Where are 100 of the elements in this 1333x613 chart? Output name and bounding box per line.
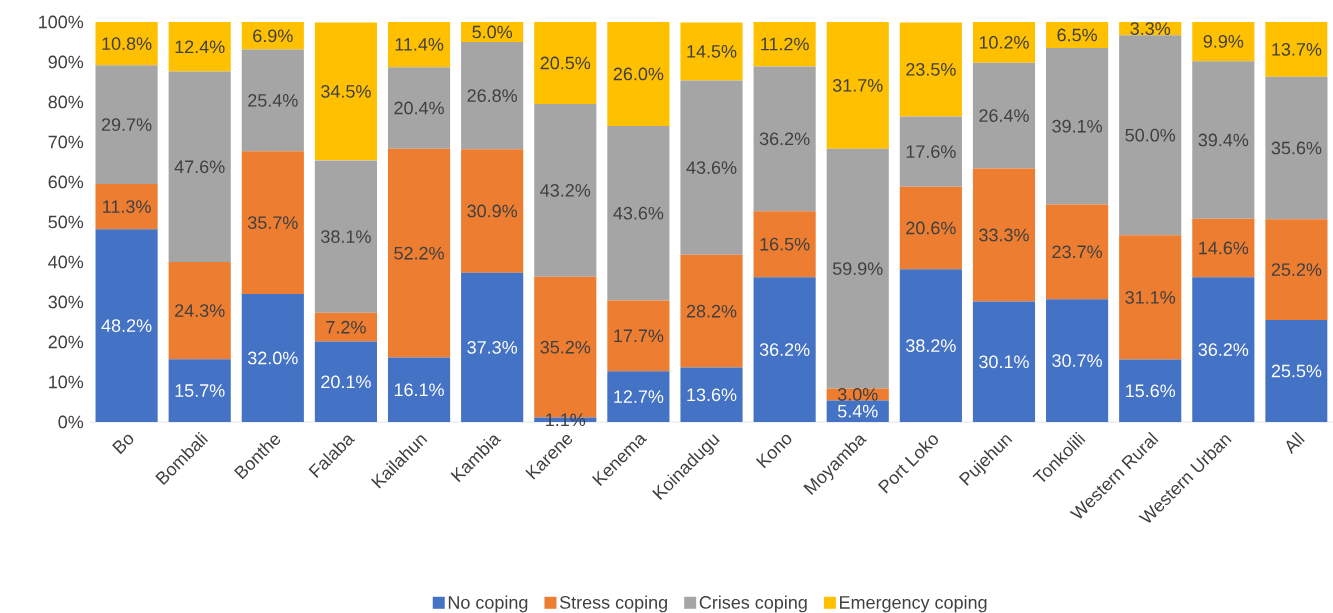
bar: [1265, 219, 1328, 320]
bar: [607, 125, 670, 301]
data-label: 25.2%: [1271, 263, 1322, 276]
data-label: 11.4%: [395, 38, 444, 51]
bar: [314, 312, 377, 342]
bar: [461, 41, 524, 150]
data-label: 48.2%: [101, 319, 152, 332]
bar: [314, 22, 377, 161]
data-label: 31.1%: [1125, 291, 1176, 304]
bar: [1265, 76, 1328, 220]
bar: [168, 71, 231, 262]
bar: [387, 357, 451, 422]
bar: [1192, 21, 1255, 62]
bar: [899, 186, 962, 270]
data-label: 26.8%: [467, 89, 518, 102]
bar: [1265, 21, 1328, 77]
y-tick-label: 30%: [48, 295, 84, 309]
bar: [899, 22, 962, 117]
data-label: 7.2%: [326, 320, 366, 334]
legend-label: Crises coping: [699, 595, 807, 613]
bar: [826, 148, 889, 389]
data-label: 34.5%: [321, 85, 371, 98]
bar: [607, 21, 670, 126]
data-label: 30.1%: [979, 355, 1029, 369]
legend-label: Stress coping: [559, 595, 667, 613]
bar: [753, 66, 816, 212]
bar: [95, 21, 158, 66]
y-tick-label: 70%: [48, 135, 84, 149]
bar: [241, 49, 304, 152]
bar: [1119, 35, 1182, 236]
data-label: 31.7%: [832, 79, 883, 92]
bar: [680, 254, 743, 368]
data-label: 32.0%: [247, 351, 298, 365]
data-label: 20.5%: [540, 56, 591, 70]
bar: [607, 300, 670, 372]
bar: [1119, 359, 1182, 422]
bar: [1192, 218, 1255, 278]
bar: [461, 272, 524, 422]
data-label: 3.0%: [837, 388, 878, 401]
data-label: 15.7%: [175, 384, 225, 397]
bar: [972, 168, 1036, 302]
bar: [680, 80, 743, 255]
data-label: 12.7%: [614, 390, 664, 403]
bar: [168, 21, 231, 72]
bar: [387, 148, 451, 358]
bar: [680, 367, 743, 422]
data-label: 9.9%: [1203, 35, 1244, 48]
y-tick-label: 90%: [48, 55, 84, 69]
data-label: 36.2%: [759, 132, 810, 146]
bar: [899, 116, 962, 187]
data-label: 52.2%: [394, 246, 444, 260]
y-tick-label: 20%: [48, 335, 84, 349]
bar: [241, 293, 304, 422]
data-label: 43.6%: [686, 161, 737, 174]
bar: [826, 400, 889, 422]
bar: [95, 183, 158, 230]
data-label: 26.0%: [613, 67, 664, 81]
data-label: 17.6%: [906, 145, 956, 158]
data-label: 33.3%: [979, 228, 1029, 242]
data-label: 38.2%: [906, 339, 956, 352]
data-label: 13.7%: [1272, 43, 1322, 56]
data-label: 59.9%: [832, 262, 883, 275]
bar: [534, 103, 597, 277]
data-label: 36.2%: [1198, 343, 1249, 356]
data-label: 20.1%: [321, 375, 371, 389]
data-label: 5.0%: [472, 25, 513, 39]
bar: [95, 65, 158, 184]
data-label: 30.9%: [467, 204, 518, 218]
legend-label: No coping: [448, 595, 528, 613]
data-label: 11.2%: [761, 37, 809, 51]
data-label: 23.7%: [1052, 245, 1102, 259]
bar: [899, 269, 962, 422]
bar: [1265, 319, 1328, 422]
bar: [1046, 204, 1109, 300]
data-label: 20.4%: [394, 101, 444, 115]
bar: [753, 277, 816, 422]
data-label: 14.5%: [687, 45, 737, 58]
bar: [95, 229, 158, 422]
data-label: 39.4%: [1198, 133, 1249, 147]
bar: [387, 67, 451, 149]
y-tick-label: 100%: [39, 15, 84, 29]
y-tick-label: 10%: [49, 375, 84, 389]
data-label: 39.1%: [1052, 119, 1102, 133]
data-label: 38.1%: [321, 230, 371, 243]
y-tick-label: 0%: [58, 415, 84, 429]
data-label: 14.6%: [1199, 241, 1249, 255]
x-tick-label: All: [1286, 431, 1305, 455]
data-label: 30.7%: [1052, 354, 1102, 367]
y-tick-label: 50%: [48, 215, 84, 229]
bar: [972, 62, 1036, 169]
bar: [1046, 299, 1109, 422]
data-label: 37.3%: [467, 341, 518, 354]
legend-label: Emergency coping: [840, 595, 987, 613]
data-label: 20.6%: [906, 221, 956, 235]
bar: [387, 21, 451, 68]
data-label: 5.4%: [837, 404, 878, 418]
data-label: 35.2%: [540, 340, 591, 354]
data-label: 43.2%: [540, 184, 591, 197]
data-label: 23.5%: [906, 63, 956, 76]
bar: [241, 21, 304, 50]
